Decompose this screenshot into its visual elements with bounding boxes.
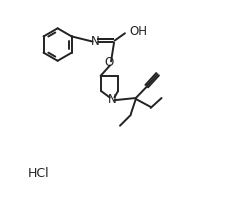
Text: N: N	[91, 35, 100, 48]
Text: N: N	[108, 92, 116, 106]
Text: O: O	[105, 56, 114, 69]
Text: OH: OH	[129, 25, 147, 38]
Text: HCl: HCl	[28, 167, 50, 180]
